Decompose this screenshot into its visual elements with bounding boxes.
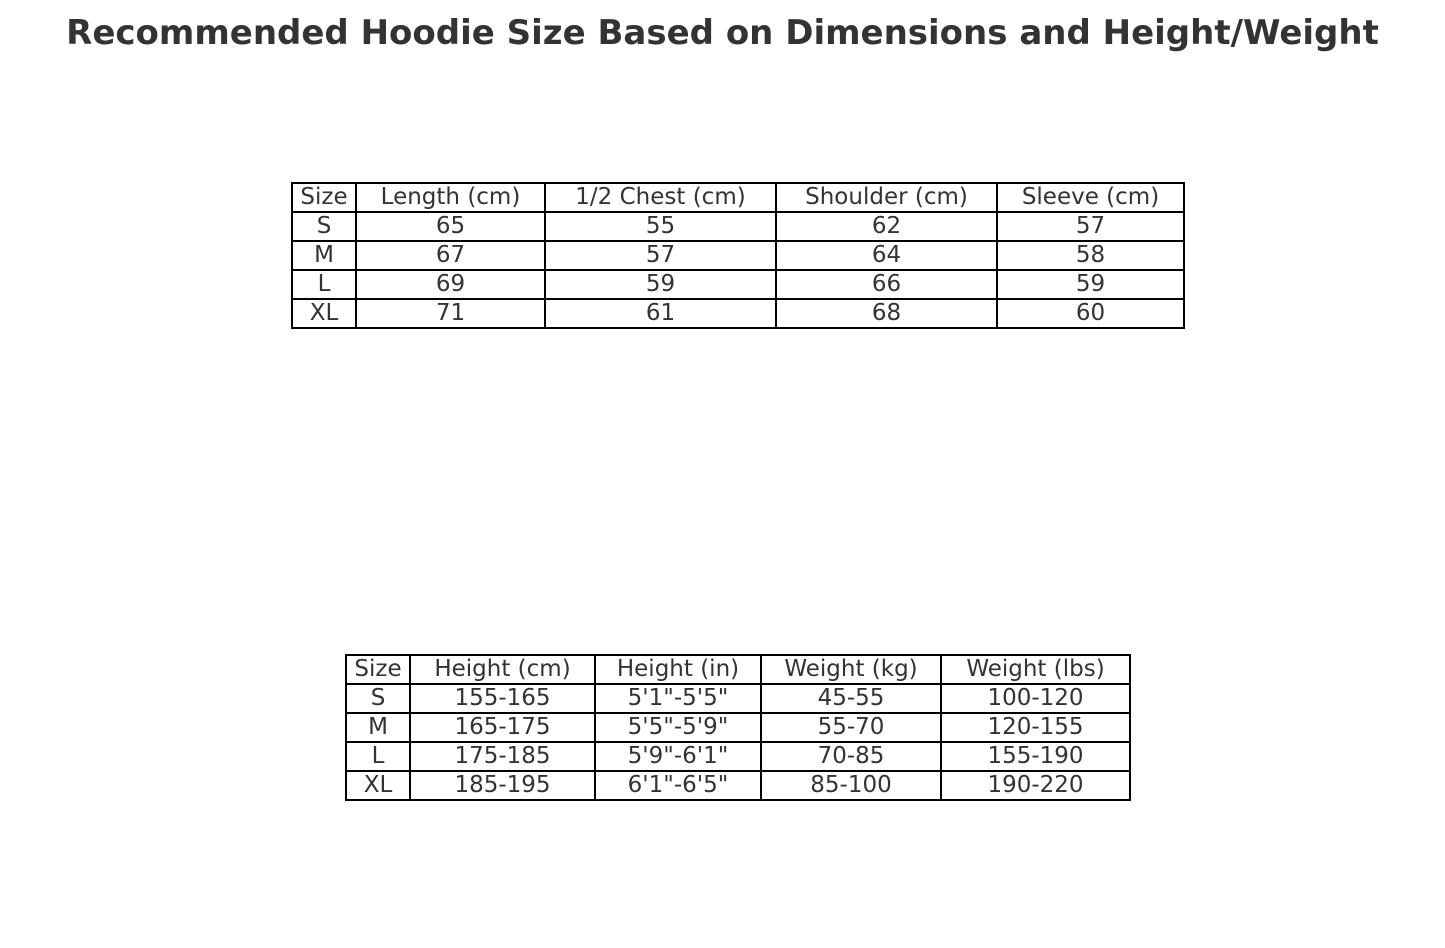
table-cell: 60 [996, 298, 1185, 329]
table-cell: 69 [355, 269, 546, 300]
table-cell: L [291, 269, 357, 300]
table-cell: 58 [996, 240, 1185, 271]
table-cell: 45-55 [760, 683, 942, 714]
table-cell: 6'1"-6'5" [594, 770, 762, 801]
table-cell: S [291, 211, 357, 242]
table-row: XL 185-195 6'1"-6'5" 85-100 190-220 [345, 770, 1131, 801]
table-row: M 165-175 5'5"-5'9" 55-70 120-155 [345, 712, 1131, 743]
table-cell: 100-120 [940, 683, 1131, 714]
table-cell: XL [291, 298, 357, 329]
column-header: Weight (kg) [760, 654, 942, 685]
table-row: S 65 55 62 57 [291, 211, 1185, 242]
column-header: Sleeve (cm) [996, 182, 1185, 213]
table-cell: 155-165 [409, 683, 596, 714]
header-row: Size Length (cm) 1/2 Chest (cm) Shoulder (c… [291, 182, 1185, 213]
table-cell: 55 [544, 211, 777, 242]
column-header: Length (cm) [355, 182, 546, 213]
table-cell: 120-155 [940, 712, 1131, 743]
table-row: S 155-165 5'1"-5'5" 45-55 100-120 [345, 683, 1131, 714]
table-cell: 67 [355, 240, 546, 271]
table-cell: XL [345, 770, 411, 801]
table-cell: 64 [775, 240, 998, 271]
table-cell: 57 [996, 211, 1185, 242]
table-cell: M [291, 240, 357, 271]
table-row: L 175-185 5'9"-6'1" 70-85 155-190 [345, 741, 1131, 772]
column-header: Shoulder (cm) [775, 182, 998, 213]
table-cell: 66 [775, 269, 998, 300]
table-cell: 62 [775, 211, 998, 242]
chart-title: Recommended Hoodie Size Based on Dimensi… [66, 13, 1379, 53]
table-cell: 57 [544, 240, 777, 271]
table-cell: 70-85 [760, 741, 942, 772]
table-cell: 85-100 [760, 770, 942, 801]
column-header: Weight (lbs) [940, 654, 1131, 685]
table-cell: 155-190 [940, 741, 1131, 772]
table-row: XL 71 61 68 60 [291, 298, 1185, 329]
table-cell: 185-195 [409, 770, 596, 801]
table-cell: 71 [355, 298, 546, 329]
table-cell: 175-185 [409, 741, 596, 772]
table-cell: M [345, 712, 411, 743]
table-cell: 65 [355, 211, 546, 242]
header-row: Size Height (cm) Height (in) Weight (kg) Wei… [345, 654, 1131, 685]
table-cell: 165-175 [409, 712, 596, 743]
table-cell: 55-70 [760, 712, 942, 743]
height-weight-table: Size Height (cm) Height (in) Weight (kg) Wei… [345, 654, 1131, 801]
table-cell: 59 [544, 269, 777, 300]
garment-dimensions-table: Size Length (cm) 1/2 Chest (cm) Shoulder (c… [291, 182, 1185, 329]
table-cell: S [345, 683, 411, 714]
table-cell: 5'5"-5'9" [594, 712, 762, 743]
column-header: Height (cm) [409, 654, 596, 685]
table-cell: 59 [996, 269, 1185, 300]
column-header: Size [345, 654, 411, 685]
table-cell: 5'9"-6'1" [594, 741, 762, 772]
table-cell: 190-220 [940, 770, 1131, 801]
column-header: 1/2 Chest (cm) [544, 182, 777, 213]
table-cell: 68 [775, 298, 998, 329]
column-header: Size [291, 182, 357, 213]
column-header: Height (in) [594, 654, 762, 685]
table-row: M 67 57 64 58 [291, 240, 1185, 271]
table-cell: 61 [544, 298, 777, 329]
table-cell: L [345, 741, 411, 772]
table-row: L 69 59 66 59 [291, 269, 1185, 300]
table-cell: 5'1"-5'5" [594, 683, 762, 714]
